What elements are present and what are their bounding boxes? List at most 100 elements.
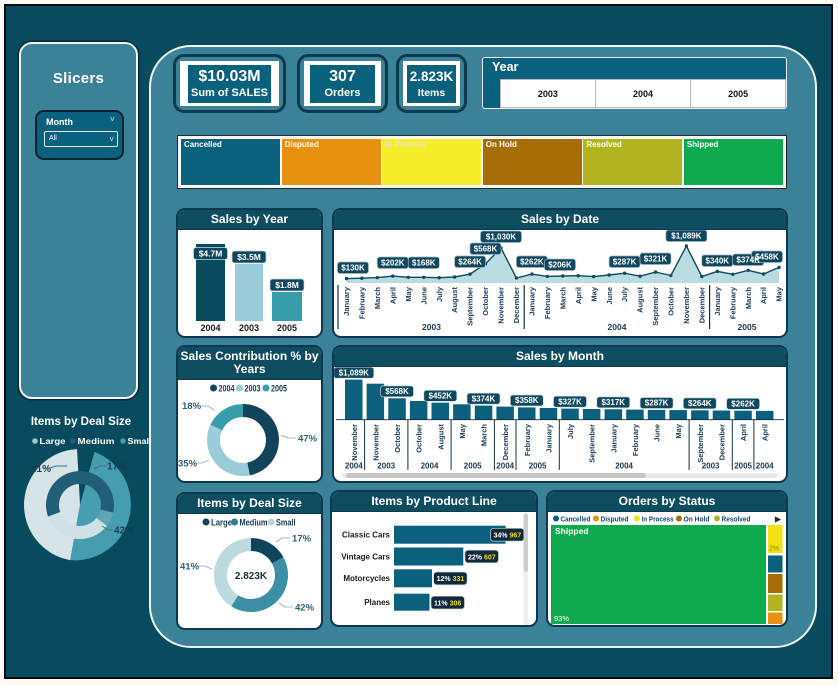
svg-text:Large: Large <box>211 517 232 527</box>
svg-text:▶: ▶ <box>774 514 782 523</box>
svg-text:May: May <box>674 423 683 438</box>
svg-text:In Process: In Process <box>642 514 674 523</box>
svg-text:April: April <box>574 287 583 304</box>
svg-text:Classic Cars: Classic Cars <box>342 531 391 540</box>
svg-text:July: July <box>620 286 629 302</box>
svg-text:November: November <box>682 287 691 324</box>
svg-text:May: May <box>404 286 413 301</box>
svg-text:November: November <box>371 424 380 461</box>
svg-text:December: December <box>697 287 706 323</box>
svg-text:2005: 2005 <box>734 462 752 471</box>
svg-text:December: December <box>718 424 727 460</box>
svg-text:2004: 2004 <box>219 383 235 393</box>
svg-text:January: January <box>528 286 537 316</box>
svg-text:July: July <box>435 286 444 302</box>
svg-text:2003: 2003 <box>702 462 720 471</box>
svg-text:January: January <box>342 286 351 316</box>
svg-text:$568K: $568K <box>474 245 498 254</box>
svg-text:September: September <box>651 287 660 326</box>
svg-text:April: April <box>761 424 770 441</box>
svg-text:July: July <box>566 423 575 439</box>
svg-text:February: February <box>543 286 552 319</box>
svg-text:$358K: $358K <box>515 396 539 405</box>
svg-text:February: February <box>358 286 367 319</box>
svg-text:March: March <box>558 287 567 310</box>
svg-text:October: October <box>415 424 424 453</box>
svg-text:2005: 2005 <box>529 462 547 471</box>
svg-text:Vintage Cars: Vintage Cars <box>341 552 390 561</box>
svg-text:47%: 47% <box>298 434 318 445</box>
svg-text:$374K: $374K <box>472 394 496 403</box>
svg-text:October: October <box>481 287 490 316</box>
svg-text:93%: 93% <box>554 614 569 623</box>
svg-text:$1,089K: $1,089K <box>339 368 369 377</box>
svg-text:September: September <box>696 424 705 463</box>
svg-text:Small: Small <box>128 436 152 446</box>
svg-text:2004: 2004 <box>756 462 774 471</box>
svg-text:2004: 2004 <box>496 462 514 471</box>
svg-text:August: August <box>636 287 645 313</box>
svg-text:February: February <box>728 286 737 319</box>
svg-text:35%: 35% <box>178 459 198 470</box>
svg-text:May: May <box>589 286 598 301</box>
svg-text:$1.8M: $1.8M <box>275 280 299 290</box>
svg-text:Shipped: Shipped <box>555 526 589 536</box>
svg-text:Cancelled: Cancelled <box>561 514 591 523</box>
svg-text:41%: 41% <box>180 562 200 573</box>
svg-text:June: June <box>419 287 428 305</box>
svg-text:2004: 2004 <box>345 462 363 471</box>
svg-text:$262K: $262K <box>520 258 544 267</box>
svg-text:Motorcycles: Motorcycles <box>343 574 390 583</box>
svg-text:Small: Small <box>276 517 296 527</box>
svg-text:2003: 2003 <box>377 462 395 471</box>
svg-text:2005: 2005 <box>271 383 287 393</box>
svg-text:October: October <box>667 287 676 316</box>
svg-text:$321K: $321K <box>644 255 668 264</box>
svg-text:March: March <box>744 287 753 310</box>
svg-text:2004: 2004 <box>615 462 633 471</box>
svg-text:12% 331: 12% 331 <box>437 576 465 583</box>
svg-text:November: November <box>497 287 506 324</box>
svg-text:March: March <box>480 424 489 447</box>
svg-text:2005: 2005 <box>464 462 482 471</box>
svg-text:December: December <box>501 424 510 460</box>
svg-text:2003: 2003 <box>239 323 259 333</box>
svg-text:October: October <box>393 424 402 453</box>
svg-text:Medium: Medium <box>240 517 268 527</box>
svg-text:2004: 2004 <box>608 322 627 332</box>
svg-text:January: January <box>713 286 722 316</box>
svg-text:March: March <box>373 287 382 310</box>
svg-text:2003: 2003 <box>422 322 441 332</box>
svg-text:$1,089K: $1,089K <box>671 232 701 241</box>
svg-text:$3.5M: $3.5M <box>237 252 261 262</box>
svg-text:Planes: Planes <box>364 598 390 607</box>
svg-text:$130K: $130K <box>341 264 365 273</box>
svg-text:11% 306: 11% 306 <box>434 600 461 607</box>
svg-text:2.823K: 2.823K <box>235 571 268 582</box>
svg-text:January: January <box>609 423 618 453</box>
svg-text:18%: 18% <box>182 401 202 412</box>
svg-text:April: April <box>739 424 748 441</box>
svg-text:41%: 41% <box>31 464 51 475</box>
svg-text:$340K: $340K <box>706 257 730 266</box>
svg-text:$206K: $206K <box>548 261 572 270</box>
svg-text:August: August <box>436 424 445 450</box>
svg-text:June: June <box>605 287 614 305</box>
svg-text:22% 607: 22% 607 <box>468 554 496 561</box>
svg-text:November: November <box>350 424 359 461</box>
svg-text:September: September <box>466 287 475 326</box>
svg-text:$287K: $287K <box>645 399 669 408</box>
svg-text:$202K: $202K <box>381 259 405 268</box>
svg-text:$264K: $264K <box>688 399 712 408</box>
svg-text:September: September <box>588 424 597 463</box>
svg-text:$452K: $452K <box>429 392 453 401</box>
svg-text:$568K: $568K <box>385 387 409 396</box>
svg-text:$262K: $262K <box>731 400 755 409</box>
svg-text:February: February <box>631 423 640 456</box>
svg-text:2005: 2005 <box>738 322 757 332</box>
svg-text:$327K: $327K <box>558 397 582 406</box>
svg-text:December: December <box>512 287 521 323</box>
svg-text:$168K: $168K <box>412 259 436 268</box>
svg-text:Medium: Medium <box>78 436 115 446</box>
svg-text:On Hold: On Hold <box>684 514 710 523</box>
